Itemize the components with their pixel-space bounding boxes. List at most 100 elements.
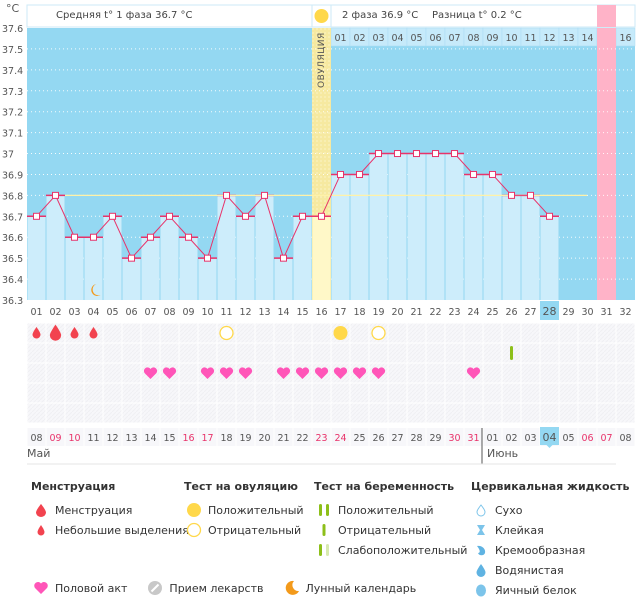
legend-item-medication: Прием лекарств — [145, 578, 264, 598]
event-cell — [236, 383, 255, 403]
event-cell — [331, 403, 350, 423]
cycle-day-label: 29 — [562, 307, 574, 318]
event-cell — [160, 403, 179, 423]
temperature-point — [527, 191, 534, 199]
unit-label: °C — [6, 2, 20, 15]
event-cell — [255, 323, 274, 343]
heart-icon — [31, 581, 51, 595]
event-cell — [293, 343, 312, 363]
temperature-bar — [407, 153, 426, 300]
event-cell — [445, 403, 464, 423]
cycle-day-label: 15 — [296, 307, 308, 318]
event-cell — [103, 343, 122, 363]
calendar-date-label: 21 — [277, 433, 289, 444]
event-cell — [179, 323, 198, 343]
event-cell — [27, 383, 46, 403]
event-cell — [84, 343, 103, 363]
expected-period-column — [597, 28, 616, 300]
legend-pregnancy-test: Тест на беременность Положительный Отриц… — [314, 480, 467, 560]
cycle-day-label: 07 — [144, 307, 156, 318]
event-cell — [616, 403, 635, 423]
event-cell — [502, 323, 521, 343]
cycle-day-label: 27 — [524, 307, 536, 318]
heart-icon — [333, 367, 348, 379]
date-cell — [293, 428, 312, 446]
legend-pregnancy-title: Тест на беременность — [314, 480, 455, 493]
calendar-date-label: 04 — [543, 431, 557, 444]
heart-icon — [143, 367, 158, 379]
event-cell — [540, 383, 559, 403]
temperature-bar — [122, 258, 141, 300]
calendar-date-label: 22 — [296, 433, 308, 444]
event-cell — [103, 323, 122, 343]
temperature-point — [147, 233, 154, 241]
temperature-point — [128, 254, 135, 262]
event-cell — [274, 383, 293, 403]
phase2-day-label: 13 — [562, 33, 574, 44]
event-cell — [616, 323, 635, 343]
two-lines-icon — [314, 503, 334, 517]
ovulation-sun-icon — [314, 9, 329, 23]
event-cell — [122, 363, 141, 383]
temperature-bar — [540, 216, 559, 300]
event-cell — [198, 323, 217, 343]
event-cell — [312, 323, 331, 343]
phase2-day-label: 12 — [543, 33, 555, 44]
cycle-day-label: 01 — [30, 307, 42, 318]
event-cell — [84, 403, 103, 423]
heart-icon — [314, 367, 329, 379]
event-cell — [350, 343, 369, 363]
event-cell — [236, 343, 255, 363]
y-tick-label: 36.9 — [2, 170, 23, 181]
phase1-average: Средняя t° 1 фаза 36.7 °C — [56, 10, 193, 21]
event-cell — [483, 323, 502, 343]
calendar-date-label: 14 — [144, 433, 156, 444]
heart-icon — [276, 367, 291, 379]
date-cell — [46, 428, 65, 446]
event-cell — [540, 403, 559, 423]
temperature-bar — [141, 237, 160, 300]
cycle-day-label: 23 — [448, 307, 460, 318]
y-tick-label: 37.2 — [2, 108, 23, 119]
date-cell — [65, 428, 84, 446]
phase2-day-label: 11 — [524, 33, 536, 44]
temperature-line — [36, 153, 550, 260]
event-cell — [502, 403, 521, 423]
event-cell — [559, 383, 578, 403]
legend-cervical-fluid: Цервикальная жидкость Сухо Клейкая Кремо… — [471, 480, 629, 600]
legend-item-intercourse: Половой акт — [31, 578, 127, 598]
event-cell — [141, 403, 160, 423]
event-cell — [274, 403, 293, 423]
temperature-bar — [179, 237, 198, 300]
temperature-point — [508, 191, 515, 199]
phase2-day-label: 01 — [334, 33, 346, 44]
event-cell — [255, 343, 274, 363]
event-cell — [46, 383, 65, 403]
event-cell — [464, 403, 483, 423]
phase2-day-label: 14 — [581, 33, 593, 44]
dry-drop-icon — [471, 503, 491, 517]
phase2-day-label: 16 — [619, 33, 631, 44]
y-tick-label: 36.4 — [2, 275, 23, 286]
date-cell — [122, 428, 141, 446]
event-cell — [46, 363, 65, 383]
event-cell — [122, 343, 141, 363]
event-cell — [445, 383, 464, 403]
legend-ovulation-test: Тест на овуляцию Положительный Отрицател… — [184, 480, 304, 540]
empty-circle-icon — [184, 522, 204, 538]
legend-item-pregnancy-positive: Положительный — [314, 500, 467, 520]
month-label-may: Май — [27, 447, 51, 460]
event-cell — [369, 403, 388, 423]
temperature-bar — [293, 216, 312, 300]
cycle-day-label: 19 — [372, 307, 384, 318]
heart-icon — [162, 367, 177, 379]
today-pointer — [546, 445, 553, 448]
event-cell — [483, 403, 502, 423]
date-cell — [597, 428, 616, 446]
event-cell — [521, 403, 540, 423]
event-cell — [160, 343, 179, 363]
temperature-bar — [369, 153, 388, 300]
phase2-day-label: 02 — [353, 33, 365, 44]
heart-icon — [295, 367, 310, 379]
y-tick-label: 36.7 — [2, 212, 23, 223]
